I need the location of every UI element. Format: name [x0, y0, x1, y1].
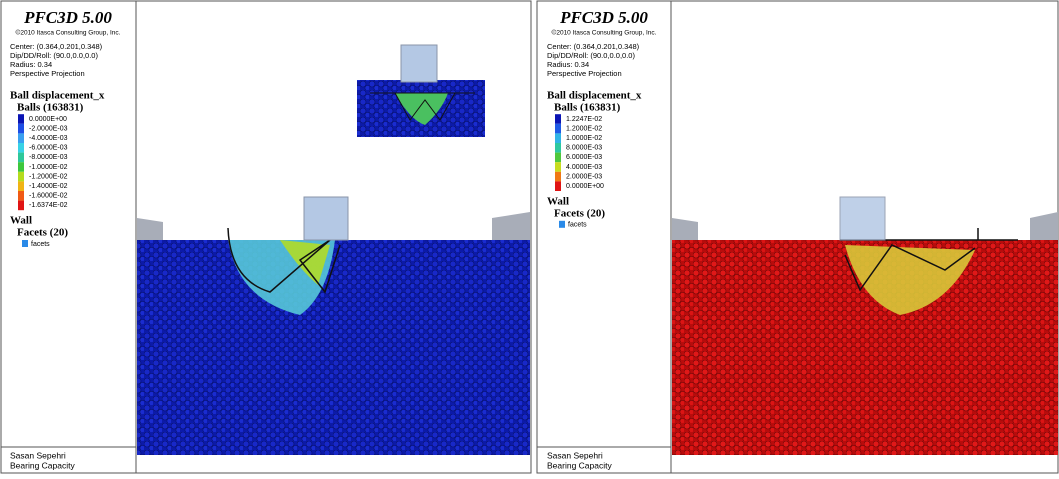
- right-panel: [536, 0, 1059, 474]
- view-info: Radius: 0.34: [547, 60, 589, 69]
- app-title: PFC3D 5.00: [559, 8, 648, 27]
- copyright: ©2010 Itasca Consulting Group, Inc.: [16, 29, 121, 37]
- legend-label: 0.0000E+00: [29, 116, 67, 123]
- legend-label: 1.2247E-02: [566, 116, 602, 123]
- left-panel: [0, 0, 532, 474]
- view-info: Center: (0.364,0.201,0.348): [10, 42, 103, 51]
- wall-label: Wall: [10, 215, 32, 227]
- legend-label: 8.0000E-03: [566, 145, 602, 152]
- view-info: Center: (0.364,0.201,0.348): [547, 42, 640, 51]
- legend-swatch: [18, 181, 24, 191]
- project: Bearing Capacity: [547, 460, 612, 470]
- facets-label: facets: [31, 241, 50, 248]
- plot-title: Ball displacement_x: [547, 90, 642, 102]
- view-info: Dip/DD/Roll: (90.0,0.0,0.0): [10, 51, 98, 60]
- legend-swatch: [18, 114, 24, 124]
- legend-swatch: [18, 123, 24, 134]
- facets-label: facets: [568, 222, 587, 229]
- legend-label: -1.6374E-02: [29, 202, 68, 209]
- legend-swatch: [18, 162, 24, 172]
- group-label: Balls (163831): [554, 102, 621, 114]
- legend-label: 1.0000E-02: [566, 135, 602, 142]
- legend-swatch: [18, 171, 24, 182]
- legend-label: -8.0000E-03: [29, 154, 68, 161]
- project: Bearing Capacity: [10, 460, 75, 470]
- wall-label: Wall: [547, 195, 569, 207]
- side-wall: [1030, 212, 1058, 242]
- ball-assembly: [137, 240, 530, 455]
- view-info: Radius: 0.34: [10, 60, 52, 69]
- plot-title: Ball displacement_x: [10, 90, 105, 102]
- inset-footing: [400, 44, 438, 83]
- inset-zone: [395, 93, 448, 125]
- legend-swatch: [555, 181, 561, 191]
- facets-swatch: [559, 220, 565, 228]
- legend-swatch: [555, 152, 561, 163]
- legend-swatch: [555, 123, 561, 134]
- author: Sasan Sepehri: [10, 450, 66, 460]
- view-info: Perspective Projection: [547, 69, 622, 78]
- legend-label: -1.6000E-02: [29, 193, 68, 200]
- legend-label: 0.0000E+00: [566, 183, 604, 190]
- legend-label: -4.0000E-03: [29, 135, 68, 142]
- legend-swatch: [18, 200, 24, 211]
- legend-swatch: [18, 152, 24, 163]
- group-label: Balls (163831): [17, 102, 84, 114]
- legend-swatch: [18, 143, 24, 153]
- app-title: PFC3D 5.00: [23, 8, 112, 27]
- legend-swatch: [555, 133, 561, 143]
- legend-label: -1.0000E-02: [29, 164, 68, 171]
- author: Sasan Sepehri: [547, 450, 603, 460]
- legend-swatch: [18, 191, 24, 201]
- legend-label: 1.2000E-02: [566, 125, 602, 132]
- copyright: ©2010 Itasca Consulting Group, Inc.: [552, 29, 657, 37]
- facets-group: Facets (20): [554, 207, 605, 219]
- side-wall: [492, 212, 530, 242]
- legend-swatch: [555, 162, 561, 172]
- view-info: Perspective Projection: [10, 69, 85, 78]
- side-wall: [672, 218, 698, 242]
- facets-swatch: [22, 240, 28, 247]
- panel-frame: [0, 0, 532, 474]
- legend-swatch: [555, 143, 561, 153]
- side-wall: [137, 218, 163, 242]
- legend-label: 2.0000E-03: [566, 173, 602, 180]
- legend-label: -1.2000E-02: [29, 173, 68, 180]
- legend-label: -6.0000E-03: [29, 145, 68, 152]
- facets-group: Facets (20): [17, 227, 68, 239]
- footing: [839, 196, 886, 241]
- legend-swatch: [555, 171, 561, 182]
- legend-swatch: [18, 133, 24, 143]
- legend-label: -2.0000E-03: [29, 125, 68, 132]
- legend-label: 6.0000E-03: [566, 154, 602, 161]
- legend-swatch: [555, 114, 561, 124]
- inset-facets: [370, 92, 475, 121]
- legend-label: -1.4000E-02: [29, 183, 68, 190]
- legend-label: 4.0000E-03: [566, 164, 602, 171]
- view-info: Dip/DD/Roll: (90.0,0.0,0.0): [547, 51, 635, 60]
- displacement-zone: [845, 245, 975, 315]
- footing: [303, 196, 349, 241]
- facets: [227, 227, 341, 294]
